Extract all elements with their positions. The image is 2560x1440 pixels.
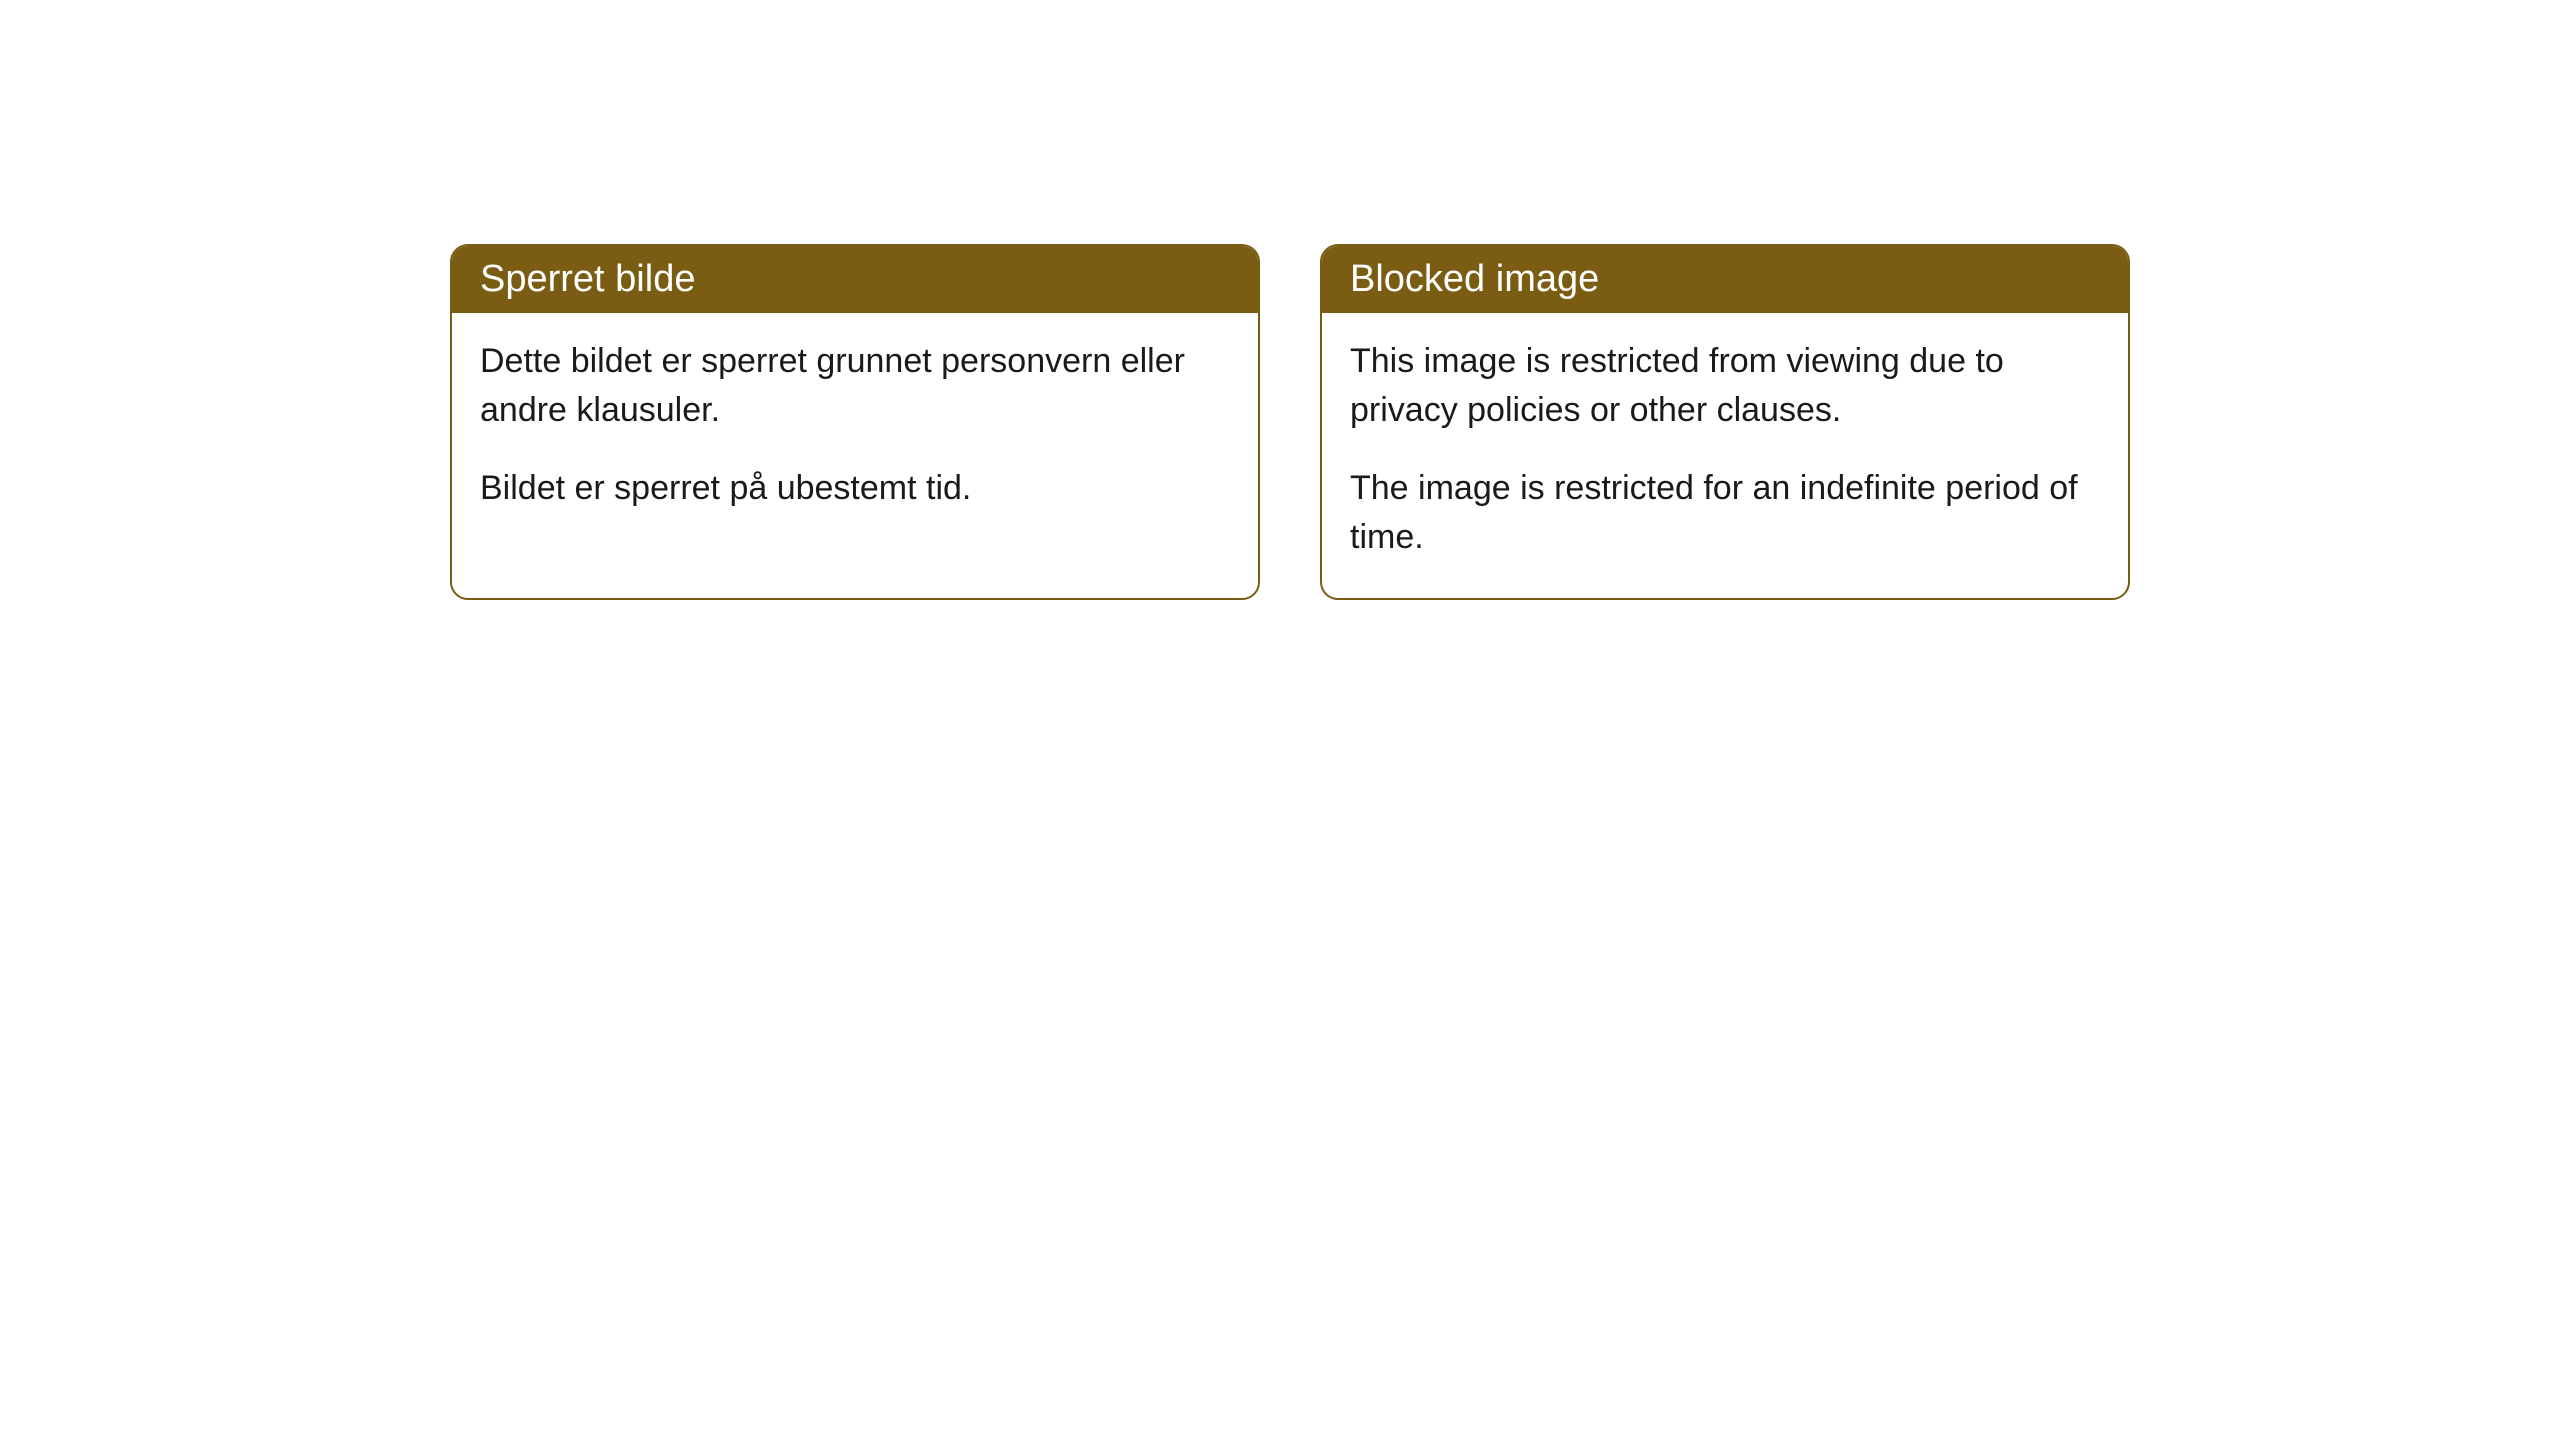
- blocked-image-card-english: Blocked image This image is restricted f…: [1320, 244, 2130, 600]
- card-title-norwegian: Sperret bilde: [480, 258, 695, 300]
- card-header-norwegian: Sperret bilde: [452, 246, 1258, 313]
- card-paragraph-2-norwegian: Bildet er sperret på ubestemt tid.: [480, 464, 1230, 513]
- notice-container: Sperret bilde Dette bildet er sperret gr…: [450, 244, 2130, 600]
- card-body-norwegian: Dette bildet er sperret grunnet personve…: [452, 313, 1258, 549]
- card-body-english: This image is restricted from viewing du…: [1322, 313, 2128, 598]
- card-paragraph-2-english: The image is restricted for an indefinit…: [1350, 464, 2100, 563]
- card-header-english: Blocked image: [1322, 246, 2128, 313]
- blocked-image-card-norwegian: Sperret bilde Dette bildet er sperret gr…: [450, 244, 1260, 600]
- card-paragraph-1-english: This image is restricted from viewing du…: [1350, 337, 2100, 436]
- card-paragraph-1-norwegian: Dette bildet er sperret grunnet personve…: [480, 337, 1230, 436]
- card-title-english: Blocked image: [1350, 258, 1599, 300]
